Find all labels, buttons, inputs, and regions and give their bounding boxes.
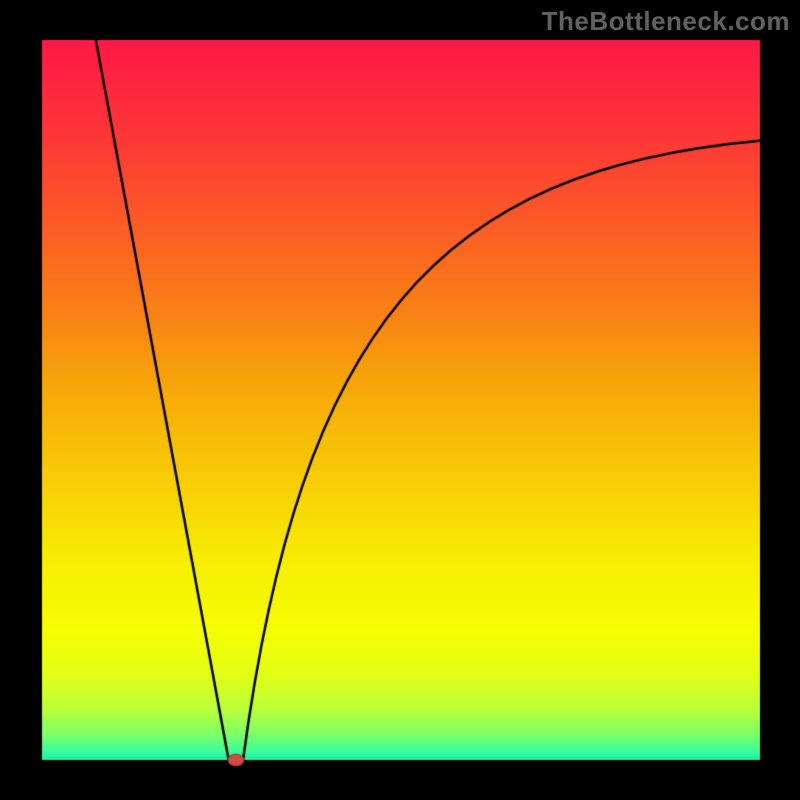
chart-container: TheBottleneck.com: [0, 0, 800, 800]
bottleneck-chart: [0, 0, 800, 800]
